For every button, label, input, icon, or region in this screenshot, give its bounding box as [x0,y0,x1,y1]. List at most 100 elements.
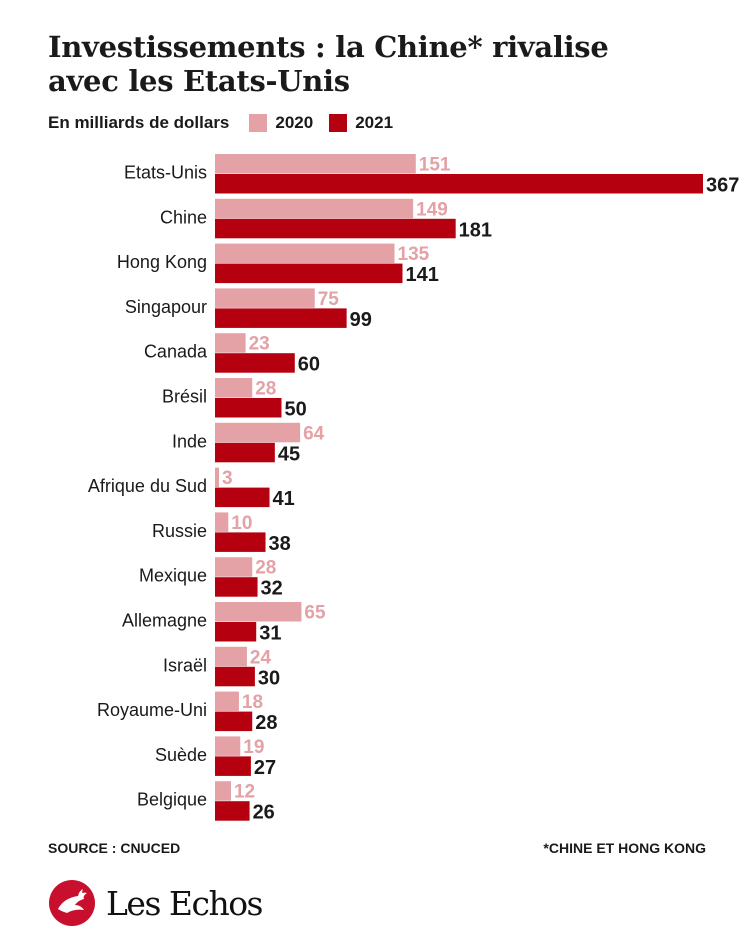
bar-2021 [215,622,257,642]
legend-item-2021: 2021 [329,113,393,133]
brand-logo: Les Echos [48,878,264,928]
bar-2020 [215,333,246,353]
bar-2021 [215,487,270,508]
category-label: Inde [172,431,207,451]
value-label-2021: 99 [350,309,372,331]
bar-2021 [215,577,258,597]
value-label-2021: 41 [273,488,295,510]
value-label-2021: 141 [405,264,438,286]
bar-2021 [215,442,275,463]
bar-2020 [215,602,302,622]
bar-2021 [215,353,295,373]
bar-2021 [215,308,347,328]
value-label-2021: 32 [261,578,283,600]
bar-2020 [215,512,229,532]
value-label-2021: 27 [254,757,276,779]
bar-2020 [215,243,395,264]
category-group-allemagne: Allemagne 65 31 [122,602,326,645]
bar-2021 [215,666,255,687]
value-label-2020: 10 [231,513,252,534]
bar-2020 [215,557,253,577]
category-group-singapour: Singapour 75 99 [125,288,372,331]
chart-title-line-2: avec les Etats-Unis [48,64,350,98]
bar-2020 [215,781,231,801]
value-label-2021: 45 [278,443,300,465]
category-group-russie: Russie 10 38 [152,512,291,555]
bar-2020 [215,198,414,219]
chart-title: Investissements : la Chine* rivalise ave… [48,30,728,98]
value-label-2021: 367 [706,175,739,197]
value-label-2020: 24 [250,647,272,668]
bar-2020 [215,154,416,174]
legend-item-2020: 2020 [249,113,313,133]
category-label: Belgique [137,790,207,810]
source-note: SOURCE : CNUCED [48,840,181,856]
bar-2021 [215,711,253,732]
chart-title-line-1: Investissements : la Chine* rivalise [48,30,609,64]
value-label-2020: 65 [304,603,326,624]
value-label-2020: 151 [419,155,451,176]
value-label-2021: 31 [259,623,281,645]
legend-label-2020: 2020 [275,113,314,132]
value-label-2021: 30 [258,667,280,689]
bar-2020 [215,422,301,443]
bar-chart: Etats-Unis 151 367 Chine 149 181 Hong Kong 135 1… [0,150,750,826]
value-label-2021: 26 [253,802,275,824]
bar-2020 [215,691,239,712]
category-label: Etats-Unis [124,163,207,183]
value-label-2020: 75 [318,289,340,310]
bar-2020 [215,467,219,488]
legend-swatch-2020 [249,114,268,132]
value-label-2020: 64 [303,423,325,444]
category-label: Israël [163,655,207,675]
value-label-2020: 23 [249,334,270,355]
value-label-2021: 181 [459,219,492,241]
footnote: *CHINE ET HONG KONG [543,840,706,856]
legend-label-2021: 2021 [355,113,394,132]
value-label-2020: 28 [255,558,276,579]
legend-swatch-2021 [329,114,348,132]
value-label-2020: 12 [234,782,255,803]
rooster-icon [49,880,95,926]
bar-2021 [215,398,282,418]
value-label-2020: 135 [398,244,430,265]
brand-name: Les Echos [106,883,264,923]
category-label: Afrique du Sud [88,476,207,496]
bar-2021 [215,218,456,239]
value-label-2021: 28 [255,712,277,734]
category-label: Canada [144,342,208,362]
bar-2020 [215,646,247,667]
category-group-canada: Canada 23 60 [144,333,320,376]
bar-2020 [215,378,253,398]
category-group-etats-unis: Etats-Unis 151 367 [124,154,739,197]
bar-2021 [215,801,250,821]
category-group-chine: Chine 149 181 [160,198,492,241]
category-label: Russie [152,521,207,541]
value-label-2020: 19 [243,737,264,758]
value-label-2021: 60 [298,354,320,376]
value-label-2021: 50 [284,399,306,421]
category-label: Hong Kong [117,252,207,272]
category-label: Mexique [139,566,207,586]
category-label: Brésil [162,387,207,407]
value-label-2020: 149 [416,199,448,220]
category-group-bresil: Brésil 28 50 [162,378,307,421]
category-label: Singapour [125,297,207,317]
value-label-2021: 38 [269,533,291,555]
value-label-2020: 3 [222,468,233,489]
bar-2021 [215,756,251,776]
category-label: Chine [160,207,207,227]
value-label-2020: 28 [255,379,276,400]
category-label: Suède [155,745,207,765]
bar-2021 [215,174,703,194]
category-label: Allemagne [122,611,207,631]
category-group-afrique-du-sud: Afrique du Sud 3 41 [88,467,295,510]
category-label: Royaume-Uni [97,700,207,720]
